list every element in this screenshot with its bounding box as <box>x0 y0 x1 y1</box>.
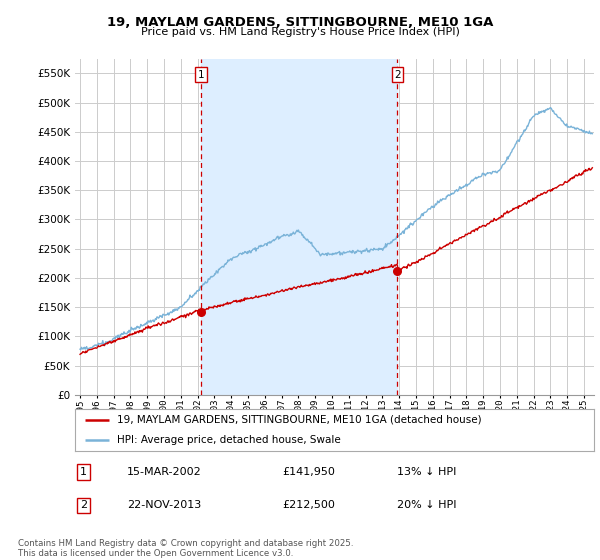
Text: 22-NOV-2013: 22-NOV-2013 <box>127 501 201 511</box>
Point <box>392 266 402 275</box>
Bar <box>201 59 397 395</box>
Text: Contains HM Land Registry data © Crown copyright and database right 2025.
This d: Contains HM Land Registry data © Crown c… <box>18 539 353 558</box>
Text: 15-MAR-2002: 15-MAR-2002 <box>127 467 202 477</box>
Text: 20% ↓ HPI: 20% ↓ HPI <box>397 501 456 511</box>
Text: 1: 1 <box>198 69 205 80</box>
Text: 2: 2 <box>394 69 401 80</box>
Text: 13% ↓ HPI: 13% ↓ HPI <box>397 467 456 477</box>
Text: Price paid vs. HM Land Registry's House Price Index (HPI): Price paid vs. HM Land Registry's House … <box>140 27 460 37</box>
Text: £141,950: £141,950 <box>283 467 335 477</box>
Text: 1: 1 <box>80 467 87 477</box>
Text: 19, MAYLAM GARDENS, SITTINGBOURNE, ME10 1GA: 19, MAYLAM GARDENS, SITTINGBOURNE, ME10 … <box>107 16 493 29</box>
Text: £212,500: £212,500 <box>283 501 335 511</box>
Point <box>196 307 206 316</box>
Text: 19, MAYLAM GARDENS, SITTINGBOURNE, ME10 1GA (detached house): 19, MAYLAM GARDENS, SITTINGBOURNE, ME10 … <box>116 415 481 424</box>
Text: 2: 2 <box>80 501 88 511</box>
Text: HPI: Average price, detached house, Swale: HPI: Average price, detached house, Swal… <box>116 435 340 445</box>
